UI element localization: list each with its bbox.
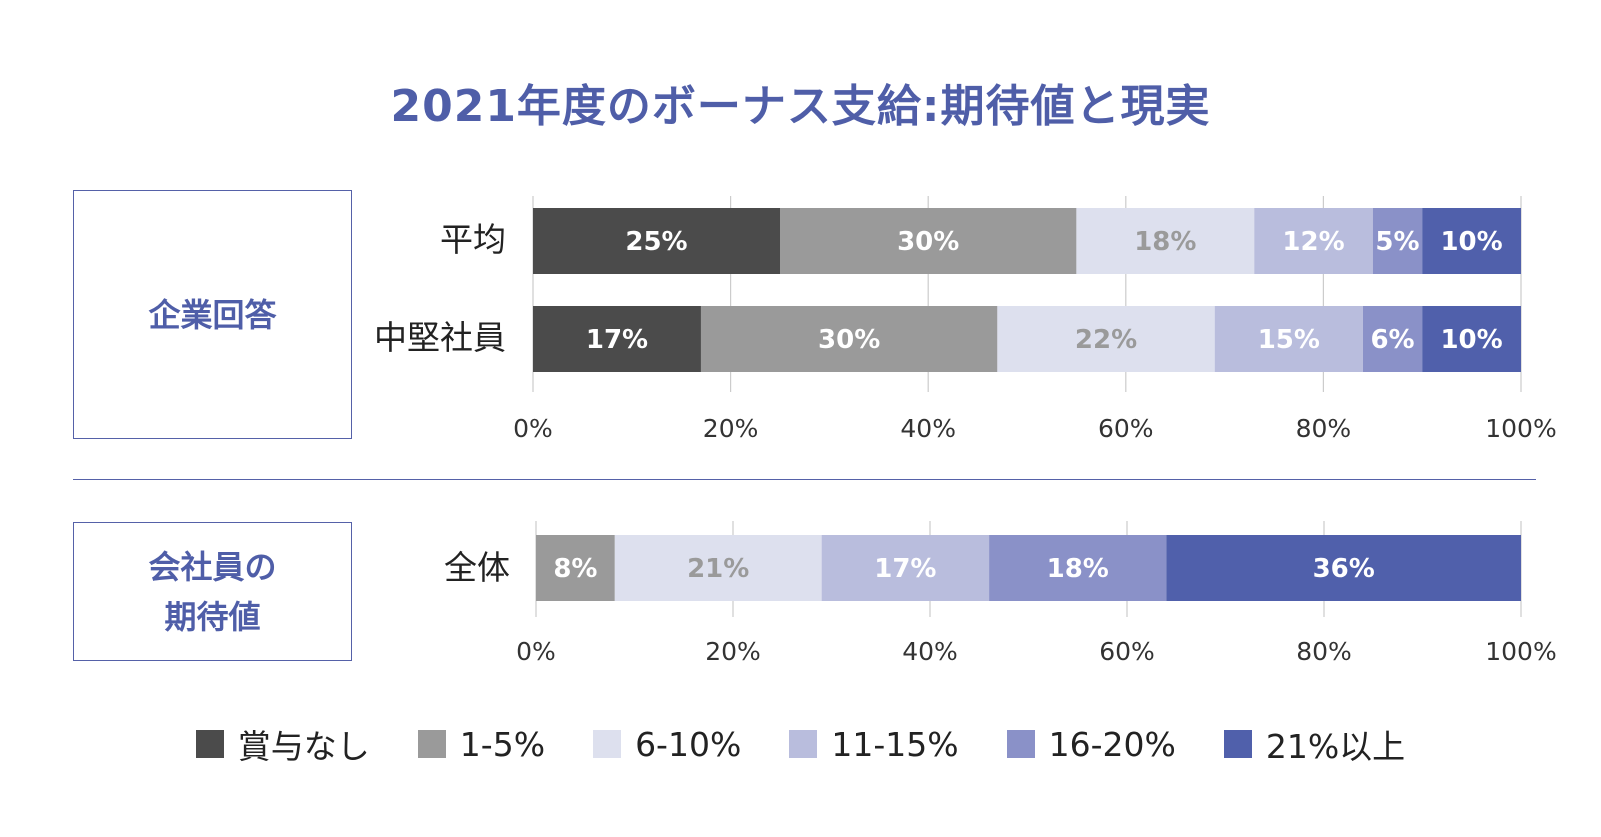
section-divider <box>73 479 1536 480</box>
x-tick-label: 20% <box>705 637 761 666</box>
legend: 賞与なし 1-5% 6-10% 11-15% 16-20% 21%以上 <box>0 720 1601 768</box>
bar-data-label: 15% <box>1258 325 1320 355</box>
bar-segment <box>1076 208 1255 274</box>
legend-swatch <box>1223 730 1252 758</box>
legend-item-1-5: 1-5% <box>417 724 546 764</box>
x-tick-label: 100% <box>1485 414 1556 443</box>
bar-data-label: 17% <box>586 325 648 355</box>
legend-swatch <box>789 730 818 758</box>
bar-segment <box>1362 306 1423 372</box>
legend-label: 11-15% <box>831 724 959 764</box>
legend-item-no-bonus: 賞与なし <box>195 720 370 768</box>
x-tick-label: 0% <box>516 637 556 666</box>
legend-label: 6-10% <box>635 724 742 764</box>
legend-swatch <box>593 730 622 758</box>
category-label: 平均 <box>440 220 506 259</box>
bar-data-label: 30% <box>897 227 959 257</box>
category-label: 中堅社員 <box>374 318 506 357</box>
bar-segment <box>614 535 822 601</box>
x-tick-label: 60% <box>1098 414 1154 443</box>
bar-data-label: 18% <box>1134 227 1196 257</box>
legend-item-6-10: 6-10% <box>593 725 741 764</box>
x-tick-label: 80% <box>1296 414 1352 443</box>
x-tick-label: 40% <box>900 414 956 443</box>
bar-segment <box>700 306 998 372</box>
bar-data-label: 12% <box>1282 227 1344 257</box>
legend-item-11-15: 11-15% <box>789 724 959 764</box>
legend-label: 16-20% <box>1048 724 1176 764</box>
bar-segment <box>533 306 701 372</box>
employee-expectation-label-line1: 会社員の <box>148 547 277 586</box>
bar-segment <box>821 535 990 601</box>
bar-data-label: 8% <box>553 554 597 584</box>
bar-segment <box>1214 306 1363 372</box>
bar-data-label: 17% <box>874 554 936 584</box>
bar-data-label: 10% <box>1440 227 1502 257</box>
bar-data-label: 18% <box>1047 554 1109 584</box>
bar-segment <box>780 208 1077 274</box>
category-label: 全体 <box>444 548 510 587</box>
bar-data-label: 36% <box>1313 554 1375 584</box>
bar-data-label: 5% <box>1375 227 1419 257</box>
legend-label: 1-5% <box>459 724 546 764</box>
bar-segment <box>1372 208 1423 274</box>
legend-swatch <box>1006 730 1035 758</box>
bar-segment <box>989 535 1167 601</box>
bar-data-label: 21% <box>687 554 749 584</box>
x-tick-label: 20% <box>703 414 759 443</box>
x-tick-label: 80% <box>1296 637 1352 666</box>
legend-label: 21%以上 <box>1265 727 1406 766</box>
employee-expectation-box: 会社員の 期待値 <box>73 522 352 661</box>
legend-item-21-plus: 21%以上 <box>1223 720 1406 768</box>
company-response-box: 企業回答 <box>73 190 352 439</box>
bar-segment <box>1254 208 1373 274</box>
company-response-label: 企業回答 <box>148 295 277 334</box>
bar-segment <box>536 535 615 601</box>
legend-swatch <box>417 730 446 758</box>
bar-segment <box>997 306 1215 372</box>
bar-segment <box>1422 306 1521 372</box>
legend-swatch <box>195 730 224 758</box>
x-tick-label: 40% <box>902 637 958 666</box>
bar-segment <box>533 208 780 274</box>
bar-data-label: 10% <box>1440 325 1502 355</box>
bar-data-label: 22% <box>1075 325 1137 355</box>
x-tick-label: 0% <box>513 414 553 443</box>
bar-data-label: 30% <box>818 325 880 355</box>
employee-expectation-label-line2: 期待値 <box>164 597 261 636</box>
chart-title: 2021年度のボーナス支給:期待値と現実 <box>390 81 1211 132</box>
legend-item-16-20: 16-20% <box>1006 724 1176 764</box>
x-tick-label: 60% <box>1099 637 1155 666</box>
legend-label: 賞与なし <box>237 727 370 766</box>
x-tick-label: 100% <box>1485 637 1556 666</box>
bar-data-label: 25% <box>625 227 687 257</box>
bar-data-label: 6% <box>1370 325 1414 355</box>
bar-segment <box>1166 535 1521 601</box>
bar-segment <box>1422 208 1521 274</box>
